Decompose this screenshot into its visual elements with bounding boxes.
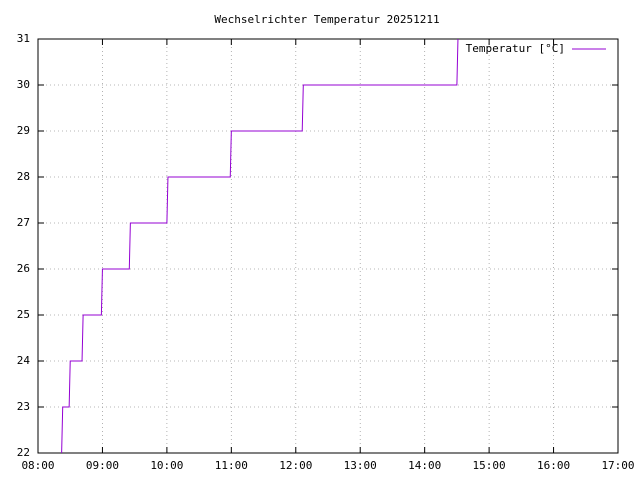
x-tick-label: 12:00 (279, 459, 312, 472)
y-tick-label: 22 (17, 446, 30, 459)
y-tick-label: 25 (17, 308, 30, 321)
chart-title: Wechselrichter Temperatur 20251211 (214, 13, 439, 26)
y-tick-label: 28 (17, 170, 30, 183)
x-tick-label: 15:00 (473, 459, 506, 472)
plot-frame (37, 38, 619, 454)
x-tick-label: 09:00 (86, 459, 119, 472)
y-tick-label: 24 (17, 354, 31, 367)
x-tick-label: 08:00 (21, 459, 54, 472)
x-tick-label: 16:00 (537, 459, 570, 472)
y-tick-label: 29 (17, 124, 30, 137)
x-tick-label: 11:00 (215, 459, 248, 472)
data-line (61, 38, 459, 454)
x-tick-label: 17:00 (601, 459, 634, 472)
x-tick-label: 14:00 (408, 459, 441, 472)
y-tick-label: 30 (17, 78, 30, 91)
y-tick-label: 26 (17, 262, 30, 275)
y-tick-label: 23 (17, 400, 30, 413)
x-tick-label: 13:00 (344, 459, 377, 472)
y-tick-label: 27 (17, 216, 30, 229)
legend-label: Temperatur [°C] (466, 42, 565, 55)
y-tick-label: 31 (17, 32, 30, 45)
x-tick-label: 10:00 (150, 459, 183, 472)
